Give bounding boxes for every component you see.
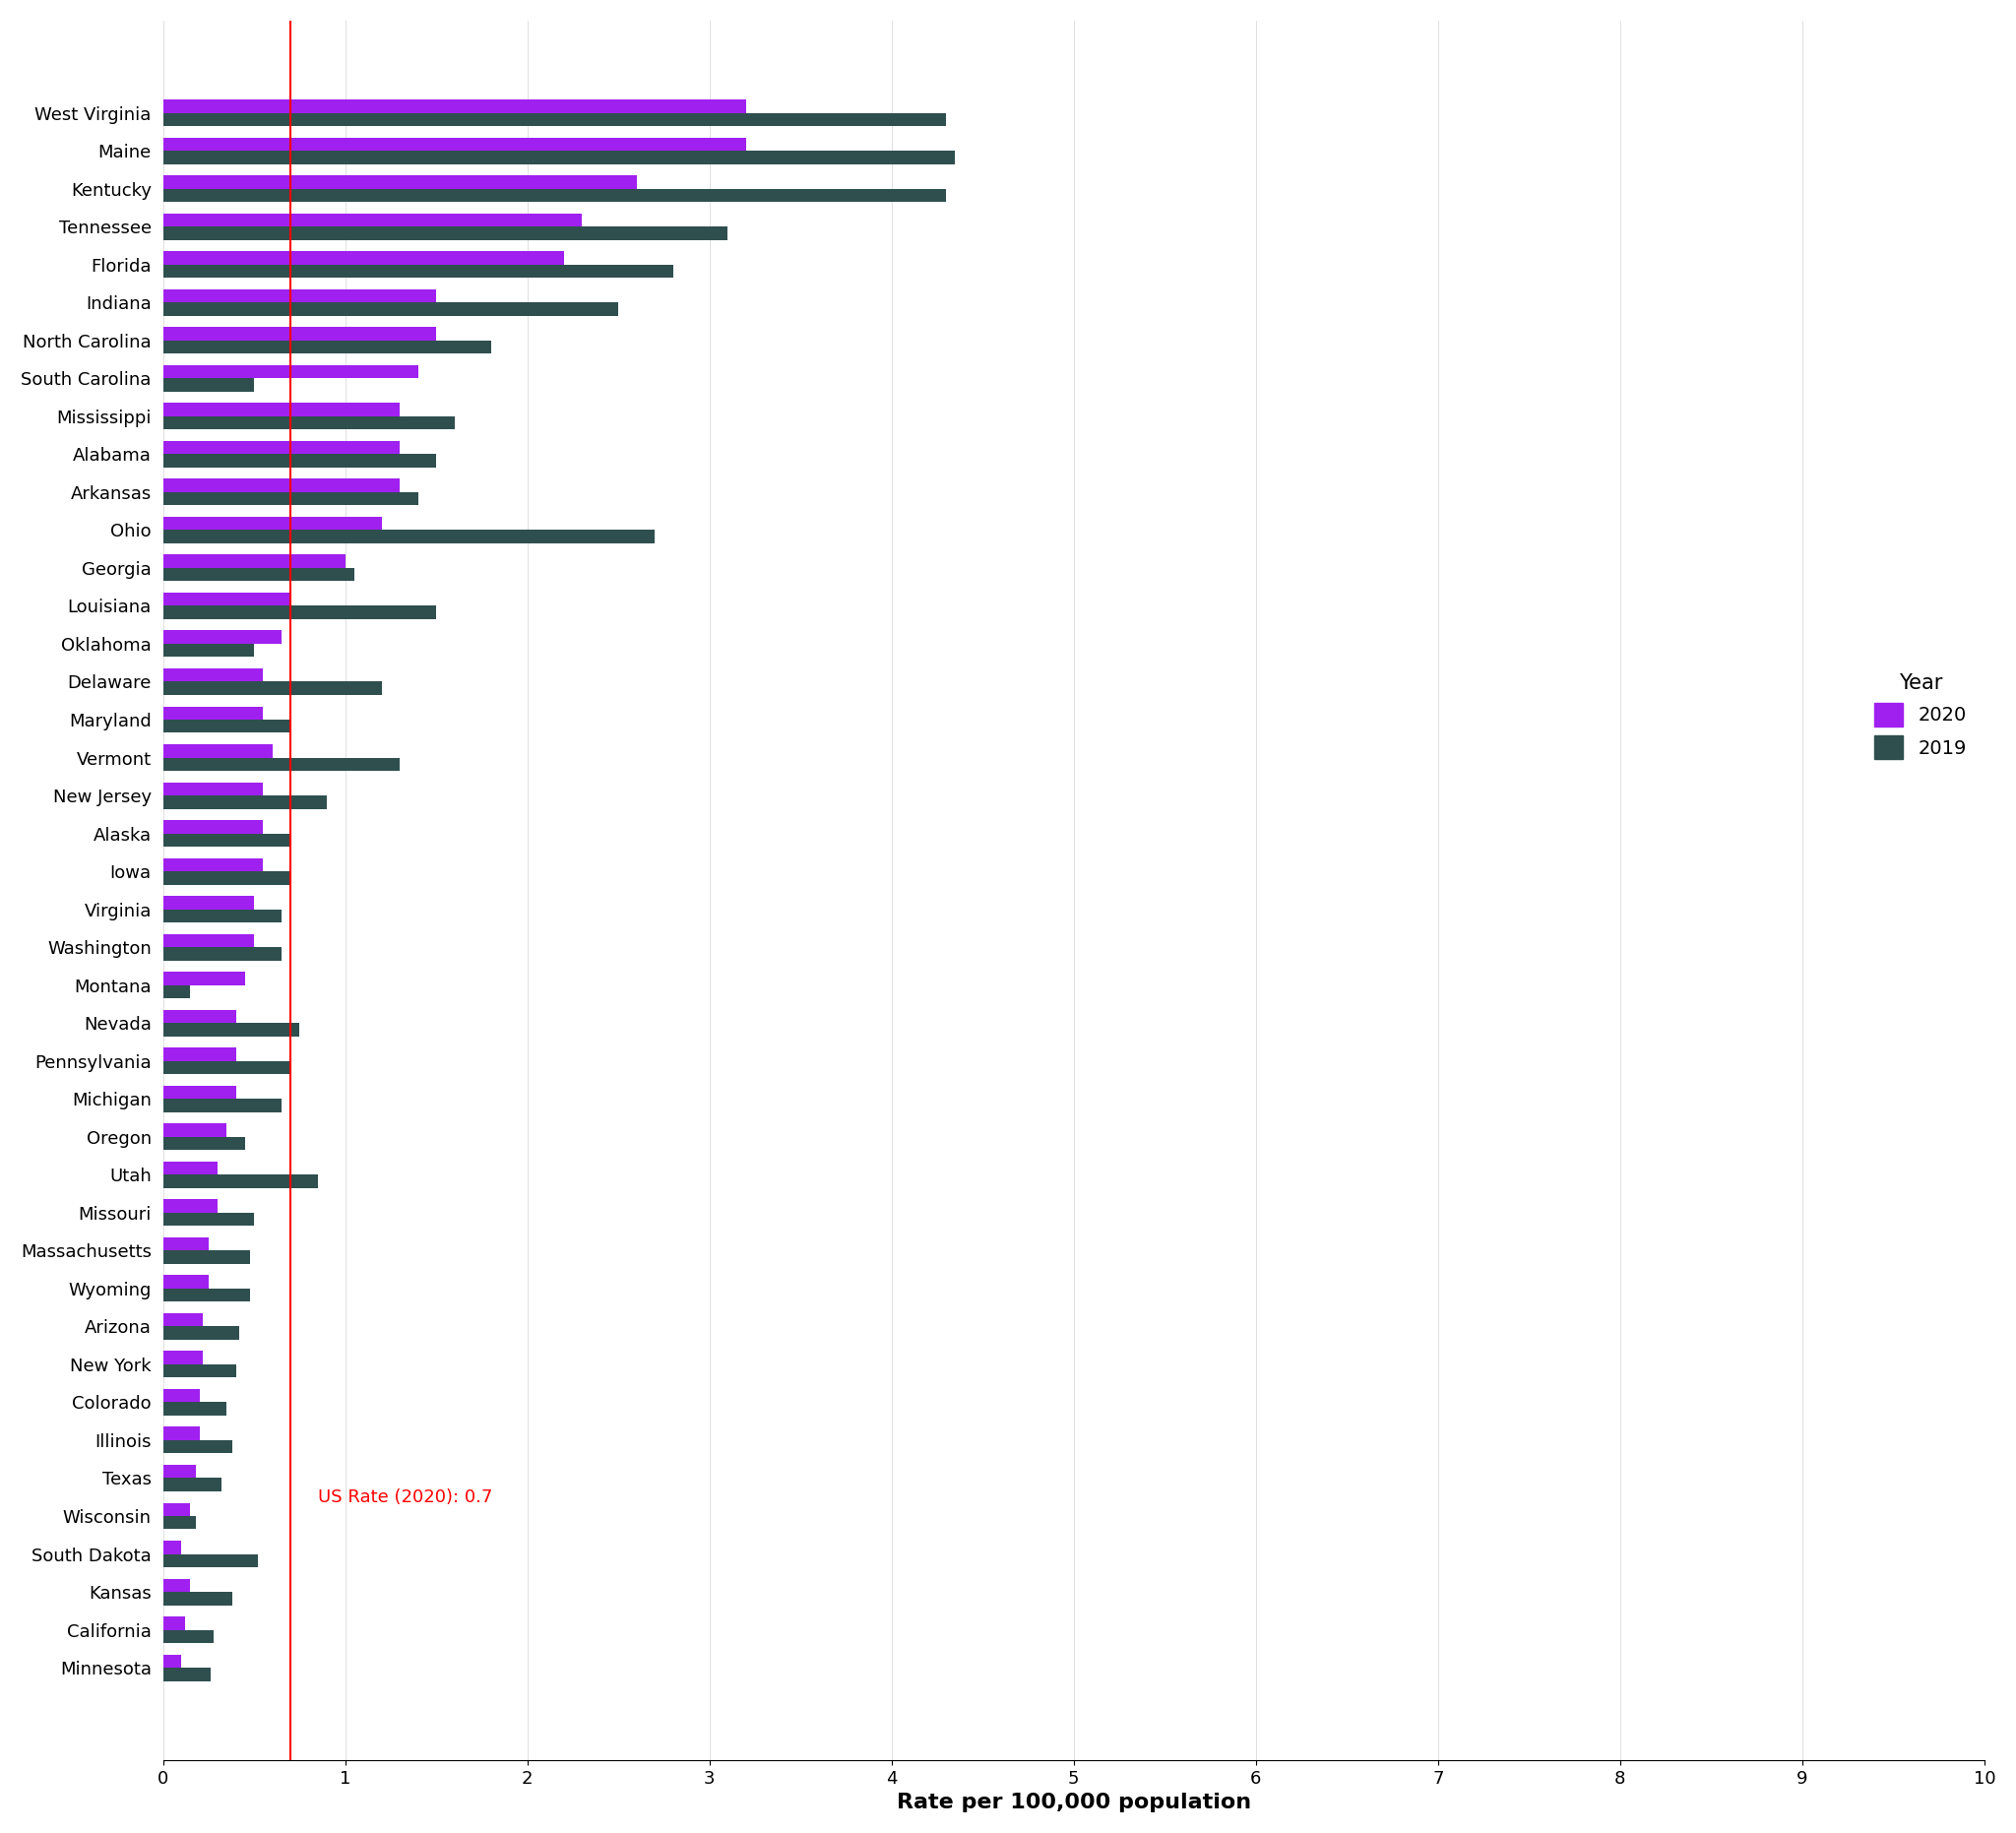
Bar [163, 189, 946, 202]
Bar [163, 933, 254, 948]
Bar [163, 478, 399, 491]
Bar [163, 1327, 240, 1340]
Bar [163, 1668, 210, 1681]
Bar [163, 1630, 214, 1642]
Bar [163, 99, 746, 114]
Bar [163, 757, 399, 772]
Bar [163, 530, 655, 543]
Bar [163, 896, 254, 909]
Bar [163, 1554, 258, 1567]
Bar [163, 909, 282, 922]
Bar [163, 1578, 190, 1591]
Bar [163, 517, 381, 530]
Bar [163, 971, 246, 984]
Bar [163, 302, 619, 315]
Bar [163, 834, 290, 847]
Bar [163, 948, 282, 960]
Bar [163, 1503, 190, 1516]
Bar [163, 1237, 208, 1250]
Bar [163, 264, 673, 279]
Bar [163, 150, 956, 163]
Bar [163, 1136, 246, 1149]
Bar [163, 984, 190, 999]
Bar [163, 1389, 200, 1402]
Bar [163, 819, 264, 834]
Bar [163, 1289, 250, 1301]
Bar [163, 1441, 232, 1454]
Bar [163, 1477, 222, 1492]
Bar [163, 631, 282, 643]
Bar [163, 682, 381, 695]
Bar [163, 796, 327, 808]
Bar [163, 1312, 204, 1327]
Text: US Rate (2020): 0.7: US Rate (2020): 0.7 [319, 1488, 492, 1507]
Bar [163, 706, 264, 720]
Bar [163, 1351, 204, 1364]
Bar [163, 326, 435, 341]
Bar [163, 341, 490, 354]
Bar [163, 1061, 290, 1074]
Bar [163, 1085, 236, 1098]
Bar [163, 227, 728, 240]
Bar [163, 1023, 300, 1036]
Bar [163, 1098, 282, 1113]
Bar [163, 1465, 196, 1477]
Bar [163, 1213, 254, 1226]
Bar [163, 871, 290, 885]
Bar [163, 607, 435, 620]
Bar [163, 403, 399, 416]
Bar [163, 669, 264, 682]
Bar [163, 1364, 236, 1378]
Bar [163, 568, 355, 581]
Bar [163, 720, 290, 733]
Bar [163, 1175, 319, 1188]
Bar [163, 455, 435, 467]
Legend: 2020, 2019: 2020, 2019 [1867, 665, 1976, 766]
Bar [163, 1655, 181, 1668]
Bar [163, 1276, 208, 1289]
Bar [163, 378, 254, 392]
Bar [163, 592, 290, 607]
Bar [163, 783, 264, 796]
X-axis label: Rate per 100,000 population: Rate per 100,000 population [897, 1793, 1252, 1813]
Bar [163, 1591, 232, 1606]
Bar [163, 442, 399, 455]
Bar [163, 744, 272, 757]
Bar [163, 365, 417, 378]
Bar [163, 1250, 250, 1263]
Bar [163, 1426, 200, 1441]
Bar [163, 137, 746, 150]
Bar [163, 1617, 185, 1630]
Bar [163, 555, 345, 568]
Bar [163, 1010, 236, 1023]
Bar [163, 114, 946, 126]
Bar [163, 1048, 236, 1061]
Bar [163, 176, 637, 189]
Bar [163, 1124, 226, 1136]
Bar [163, 1199, 218, 1213]
Bar [163, 491, 417, 506]
Bar [163, 1542, 181, 1554]
Bar [163, 1516, 196, 1529]
Bar [163, 1402, 226, 1415]
Bar [163, 858, 264, 871]
Bar [163, 290, 435, 302]
Bar [163, 416, 454, 429]
Bar [163, 1162, 218, 1175]
Bar [163, 643, 254, 656]
Bar [163, 213, 583, 227]
Bar [163, 251, 564, 264]
